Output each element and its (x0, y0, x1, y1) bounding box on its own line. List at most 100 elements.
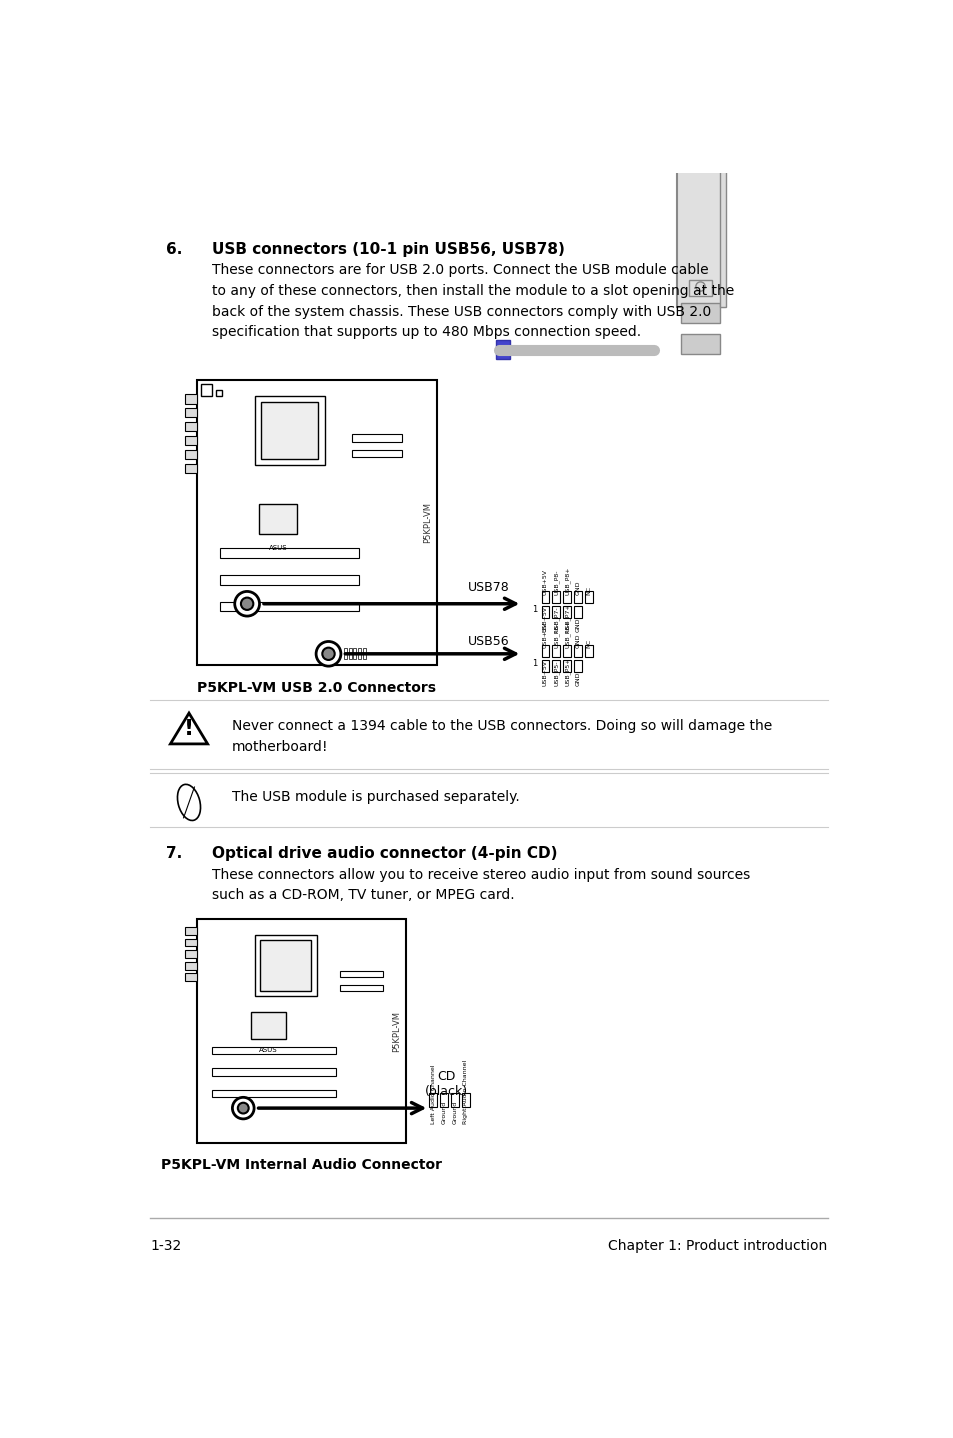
Text: USB_P7-: USB_P7- (553, 607, 558, 633)
Bar (185, 394, 196, 404)
Bar (258, 503, 297, 535)
Text: USB_P8-: USB_P8- (553, 569, 558, 594)
Bar (352, 450, 402, 457)
Text: Right Audio Channel: Right Audio Channel (463, 1060, 468, 1125)
Bar (185, 463, 196, 473)
Circle shape (234, 591, 259, 615)
Bar (562, 591, 571, 603)
Ellipse shape (177, 784, 200, 821)
Circle shape (237, 1103, 249, 1113)
Bar (251, 1012, 286, 1038)
Circle shape (241, 598, 253, 610)
Bar (720, 154, 725, 308)
Bar (552, 591, 559, 603)
Text: USB_P5-: USB_P5- (553, 660, 558, 686)
Bar (185, 974, 196, 981)
Bar (574, 605, 581, 618)
Bar (348, 649, 352, 659)
Text: GND: GND (575, 618, 580, 633)
Text: The USB module is purchased separately.: The USB module is purchased separately. (232, 789, 518, 804)
Circle shape (233, 1097, 253, 1119)
Text: These connectors allow you to receive stereo audio input from sound sources
such: These connectors allow you to receive st… (212, 869, 750, 903)
Bar (451, 1093, 458, 1107)
Text: NC: NC (586, 585, 591, 594)
Text: GND: GND (575, 580, 580, 594)
Bar (562, 660, 571, 673)
Bar (362, 649, 365, 659)
Bar (439, 1093, 447, 1107)
Text: USB+5V: USB+5V (542, 623, 547, 649)
Bar (429, 1093, 436, 1107)
Bar (260, 940, 311, 991)
Text: USB56: USB56 (468, 634, 509, 647)
Bar (212, 1047, 335, 1054)
Bar (185, 951, 196, 958)
Bar (680, 334, 720, 354)
Bar (541, 644, 549, 657)
Text: USB+5V: USB+5V (542, 568, 547, 594)
Text: 1: 1 (531, 604, 537, 614)
Bar (220, 575, 359, 584)
Bar (357, 649, 360, 659)
Text: USB connectors (10-1 pin USB56, USB78): USB connectors (10-1 pin USB56, USB78) (212, 242, 564, 257)
Text: 1-32: 1-32 (150, 1240, 181, 1252)
Text: USB_P7+: USB_P7+ (564, 604, 570, 633)
Text: Ground: Ground (441, 1102, 446, 1125)
Text: USB+5V: USB+5V (542, 660, 547, 686)
Bar (680, 303, 720, 322)
Bar (220, 603, 359, 611)
Bar (541, 591, 549, 603)
Bar (254, 935, 316, 997)
Text: These connectors are for USB 2.0 ports. Connect the USB module cable
to any of t: These connectors are for USB 2.0 ports. … (212, 263, 734, 339)
Bar (185, 408, 196, 417)
Text: P5KPL-VM Internal Audio Connector: P5KPL-VM Internal Audio Connector (161, 1158, 441, 1172)
Bar (340, 985, 382, 991)
Bar (212, 1090, 335, 1097)
Bar (552, 644, 559, 657)
Bar (461, 1093, 469, 1107)
Text: 7.: 7. (166, 847, 182, 861)
Text: Never connect a 1394 cable to the USB connectors. Doing so will damage the
mothe: Never connect a 1394 cable to the USB co… (232, 719, 771, 754)
Bar (574, 660, 581, 673)
Text: ASUS: ASUS (258, 1047, 277, 1054)
Text: CD
(black): CD (black) (424, 1070, 467, 1097)
Bar (562, 605, 571, 618)
Text: 6.: 6. (166, 242, 182, 257)
Bar (584, 644, 592, 657)
Bar (185, 421, 196, 431)
Bar (496, 341, 509, 360)
Bar (353, 649, 356, 659)
Text: 1: 1 (531, 659, 537, 667)
Text: Ground: Ground (452, 1102, 456, 1125)
Text: GND: GND (575, 634, 580, 649)
Bar (212, 1068, 335, 1076)
Bar (688, 280, 711, 296)
Text: USB_P6-: USB_P6- (553, 623, 558, 649)
Bar (574, 591, 581, 603)
Text: GND: GND (575, 672, 580, 686)
Text: USB_P8+: USB_P8+ (564, 567, 570, 594)
Text: USB_P5+: USB_P5+ (564, 657, 570, 686)
Text: Left Audio Channel: Left Audio Channel (430, 1064, 436, 1125)
Bar (584, 591, 592, 603)
Bar (352, 434, 402, 441)
Text: Optical drive audio connector (4-pin CD): Optical drive audio connector (4-pin CD) (212, 847, 558, 861)
Circle shape (695, 282, 704, 290)
Circle shape (322, 647, 335, 660)
Bar (552, 660, 559, 673)
Bar (185, 928, 196, 935)
Bar (185, 450, 196, 459)
Bar (216, 390, 222, 395)
Bar (344, 649, 347, 659)
Bar (574, 644, 581, 657)
Bar (185, 962, 196, 969)
Bar (261, 403, 318, 459)
Bar (562, 644, 571, 657)
Text: ASUS: ASUS (269, 545, 287, 551)
Text: P5KPL-VM: P5KPL-VM (423, 502, 432, 544)
Text: NC: NC (586, 640, 591, 649)
Text: USB_P6+: USB_P6+ (564, 620, 570, 649)
Bar (220, 548, 359, 558)
Bar (185, 436, 196, 446)
Bar (254, 395, 324, 464)
